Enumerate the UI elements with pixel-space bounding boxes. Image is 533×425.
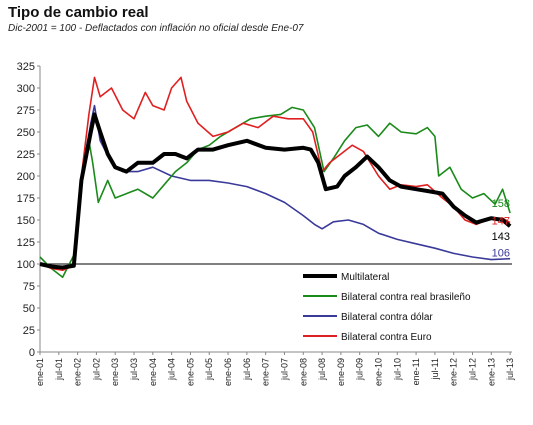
x-tick-label: jul-02 xyxy=(91,358,101,381)
y-tick-label: 0 xyxy=(29,347,35,359)
x-tick-label: ene-08 xyxy=(298,358,308,386)
x-tick-label: jul-03 xyxy=(129,358,139,381)
y-tick-label: 300 xyxy=(17,83,35,95)
x-tick-label: jul-04 xyxy=(167,358,177,381)
x-tick-label: ene-13 xyxy=(486,358,496,386)
series-end-label: 143 xyxy=(492,231,510,243)
x-tick-label: ene-06 xyxy=(223,358,233,386)
x-tick-label: ene-12 xyxy=(449,358,459,386)
x-tick-label: ene-04 xyxy=(148,358,158,386)
x-tick-label: jul-01 xyxy=(54,358,64,381)
series-end-label: 106 xyxy=(492,248,510,260)
x-tick-label: ene-05 xyxy=(185,358,195,386)
y-tick-label: 75 xyxy=(23,281,35,293)
series-end-label: 158 xyxy=(492,198,510,210)
x-tick-label: ene-03 xyxy=(110,358,120,386)
y-tick-label: 225 xyxy=(17,149,35,161)
x-tick-label: jul-11 xyxy=(430,358,440,380)
series-line-3 xyxy=(39,76,511,271)
legend-label: Bilateral contra real brasileño xyxy=(341,292,471,303)
y-tick-label: 125 xyxy=(17,237,35,249)
x-tick-label: jul-08 xyxy=(317,358,327,381)
y-tick-label: 100 xyxy=(17,259,35,271)
legend-label: Bilateral contra Euro xyxy=(341,332,432,343)
x-tick-label: jul-12 xyxy=(468,358,478,381)
x-tick-label: ene-02 xyxy=(73,358,83,386)
chart-title: Tipo de cambio real xyxy=(8,4,149,21)
x-tick-label: jul-09 xyxy=(355,358,365,381)
x-tick-label: jul-06 xyxy=(242,358,252,381)
y-tick-label: 175 xyxy=(17,193,35,205)
x-tick-label: jul-10 xyxy=(392,358,402,381)
x-tick-label: jul-13 xyxy=(505,358,515,381)
x-tick-label: jul-05 xyxy=(204,358,214,381)
series-line-1 xyxy=(39,106,511,278)
legend-label: Multilateral xyxy=(341,272,389,283)
series-end-label: 147 xyxy=(492,216,510,228)
x-tick-label: ene-01 xyxy=(35,358,45,386)
y-tick-label: 325 xyxy=(17,61,35,73)
y-tick-label: 150 xyxy=(17,215,35,227)
y-tick-label: 275 xyxy=(17,105,35,117)
x-tick-label: ene-09 xyxy=(336,358,346,386)
x-tick-label: ene-11 xyxy=(411,358,421,385)
y-tick-label: 50 xyxy=(23,303,35,315)
chart-subtitle: Dic-2001 = 100 - Deflactados con inflaci… xyxy=(8,23,304,34)
x-tick-label: jul-07 xyxy=(279,358,289,381)
x-tick-label: ene-07 xyxy=(261,358,271,386)
y-tick-label: 25 xyxy=(23,325,35,337)
y-tick-label: 250 xyxy=(17,127,35,139)
x-tick-label: ene-10 xyxy=(373,358,383,386)
series-line-0 xyxy=(39,112,512,270)
legend-label: Bilateral contra dólar xyxy=(341,312,433,323)
y-tick-label: 200 xyxy=(17,171,35,183)
